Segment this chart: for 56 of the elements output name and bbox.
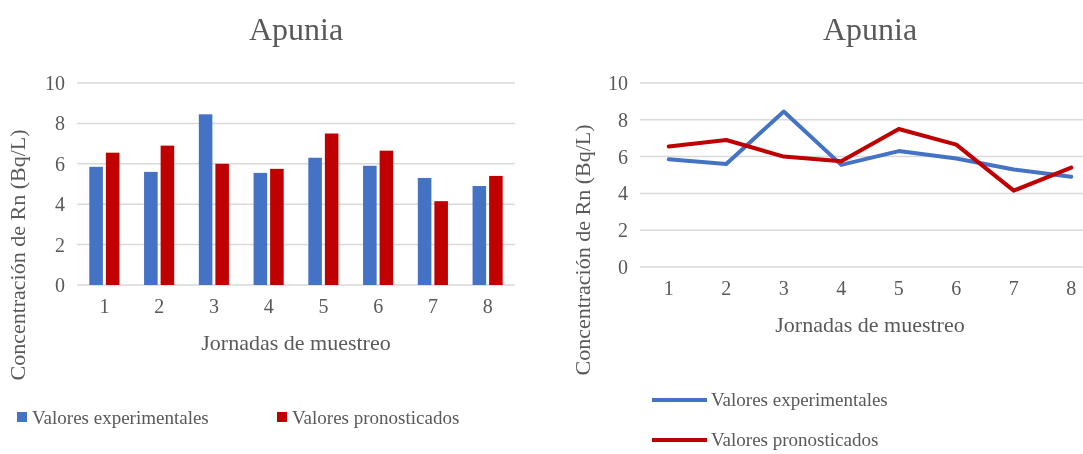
y-tick-label: 2 xyxy=(618,219,628,242)
legend-label: Valores experimentales xyxy=(711,389,888,410)
x-tick-label: 6 xyxy=(951,277,962,299)
y-tick-label: 4 xyxy=(55,193,65,216)
x-tick-label: 5 xyxy=(893,277,904,299)
bar xyxy=(215,163,229,285)
x-tick-label: 8 xyxy=(482,295,493,317)
y-tick-label: 10 xyxy=(45,72,65,94)
bar xyxy=(198,114,213,285)
x-tick-label: 3 xyxy=(778,277,789,299)
x-tick-label: 2 xyxy=(721,277,732,299)
bar xyxy=(160,145,175,285)
x-tick-label: 8 xyxy=(1066,277,1077,299)
y-tick-label: 0 xyxy=(55,274,65,296)
x-tick-label: 7 xyxy=(427,295,438,317)
legend-label: Valores pronosticados xyxy=(292,407,460,428)
bar xyxy=(417,177,432,285)
x-tick-label: 1 xyxy=(99,295,110,317)
y-tick-label: 8 xyxy=(618,108,628,131)
y-tick-label: 8 xyxy=(55,112,65,135)
y-tick-label: 6 xyxy=(618,145,628,168)
x-tick-label: 4 xyxy=(836,277,847,299)
y-tick-label: 4 xyxy=(618,182,628,205)
bar xyxy=(324,133,339,285)
line-series xyxy=(666,127,1074,193)
x-tick-label: 3 xyxy=(208,295,219,317)
y-axis-title: Concentración de Rn (Bq/L) xyxy=(5,129,30,381)
bar xyxy=(379,150,394,285)
y-tick-label: 2 xyxy=(55,233,65,256)
bar xyxy=(434,201,448,285)
y-axis-title: Concentración de Rn (Bq/L) xyxy=(570,124,595,376)
x-tick-label: 5 xyxy=(318,295,329,317)
bar xyxy=(308,157,322,285)
bar xyxy=(105,152,120,285)
chart-title: Apunia xyxy=(248,11,344,47)
bar xyxy=(472,186,487,285)
x-axis-title: Jornadas de muestreo xyxy=(201,330,391,355)
chart-title: Apunia xyxy=(822,11,918,47)
x-tick-label: 2 xyxy=(154,295,165,317)
bar xyxy=(253,172,268,285)
bar xyxy=(270,168,284,285)
bar xyxy=(363,165,377,285)
line-series xyxy=(666,109,1074,179)
bar xyxy=(89,166,103,285)
x-tick-label: 6 xyxy=(373,295,384,317)
legend-label: Valores pronosticados xyxy=(711,429,879,450)
x-tick-label: 1 xyxy=(663,277,674,299)
y-tick-label: 10 xyxy=(608,72,628,94)
x-tick-label: 4 xyxy=(263,295,274,317)
legend-label: Valores experimentales xyxy=(32,407,209,428)
x-axis-title: Jornadas de muestreo xyxy=(775,312,965,337)
x-tick-label: 7 xyxy=(1008,277,1019,299)
y-tick-label: 0 xyxy=(618,256,628,278)
y-tick-label: 6 xyxy=(55,152,65,175)
bar xyxy=(489,175,503,285)
bar xyxy=(144,171,158,285)
